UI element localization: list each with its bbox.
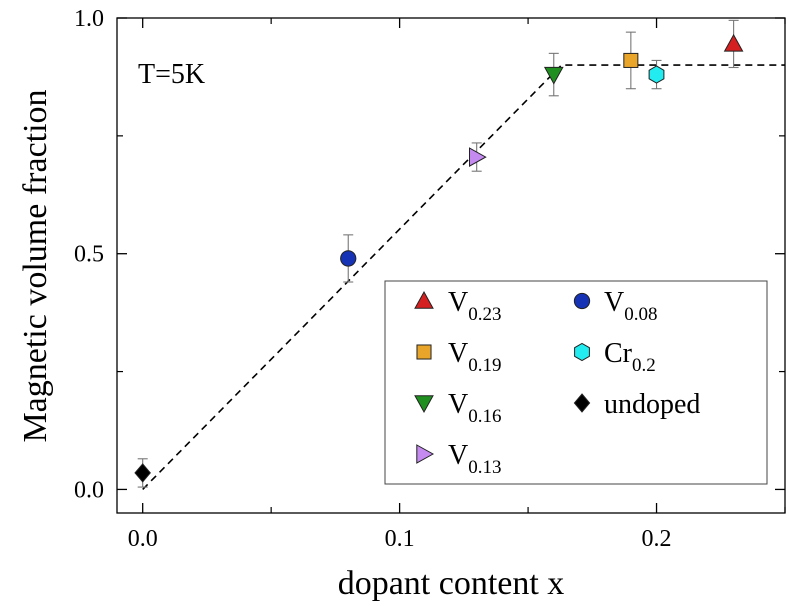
y-tick-label: 0.5 — [74, 242, 104, 268]
legend-marker-V0.13 — [416, 444, 435, 464]
x-tick-label: 0.0 — [128, 526, 158, 552]
legend-label-undoped: undoped — [604, 389, 700, 420]
data-points — [134, 19, 744, 488]
legend-label-Cr0.2: Cr0.2 — [604, 338, 656, 376]
legend-label-V0.08: V0.08 — [604, 287, 657, 325]
dashed-guide-line — [142, 64, 785, 490]
legend-label-V0.13: V0.13 — [448, 440, 501, 478]
point-Cr0.2 — [648, 65, 665, 84]
x-axis-label: dopant content x — [338, 565, 565, 602]
y-tick-label: 1.0 — [74, 6, 104, 32]
temperature-annotation: T=5K — [138, 59, 205, 90]
y-axis-label: Magnetic volume fraction — [17, 89, 54, 442]
legend-label-V0.19: V0.19 — [448, 338, 501, 376]
axis-tick-labels: 0.0 0.1 0.2 0.0 0.5 1.0 — [74, 6, 672, 552]
point-V0.19 — [623, 52, 639, 68]
legend-label-V0.23: V0.23 — [448, 287, 501, 325]
x-tick-label: 0.1 — [385, 526, 415, 552]
legend-marker-V0.23 — [414, 290, 434, 309]
legend: V0.23 V0.19 V0.16 V0.13 V0.08 Cr0.2 undoped — [384, 280, 768, 485]
legend-marker-V0.19 — [416, 344, 432, 360]
legend-marker-Cr0.2 — [574, 342, 590, 362]
legend-marker-V0.08 — [573, 292, 591, 310]
point-V0.13 — [469, 147, 487, 167]
point-V0.16 — [543, 66, 564, 85]
legend-marker-undoped — [573, 393, 591, 413]
point-undoped — [134, 463, 151, 483]
legend-marker-V0.16 — [414, 395, 434, 414]
axis-ticks — [117, 17, 786, 513]
x-tick-label: 0.2 — [642, 526, 672, 552]
legend-label-V0.16: V0.16 — [448, 389, 501, 427]
legend-box — [384, 280, 768, 485]
point-V0.23 — [723, 33, 744, 52]
point-V0.08 — [340, 250, 357, 267]
plot-frame — [116, 17, 786, 514]
y-tick-label: 0.0 — [74, 477, 104, 503]
